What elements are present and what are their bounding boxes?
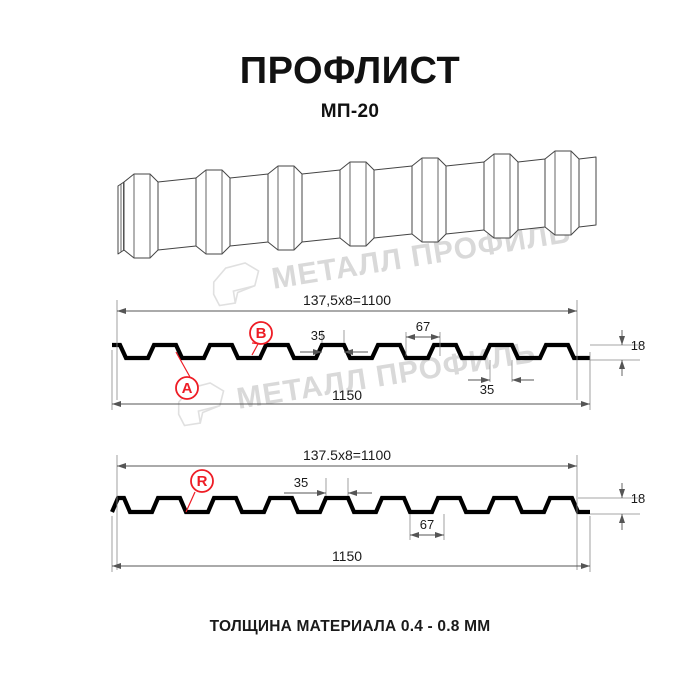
dimension-rib-top-bottom: 35 — [284, 475, 372, 496]
dimension-overall-width-bottom-label: 1150 — [332, 548, 362, 564]
material-thickness-note: ТОЛЩИНА МАТЕРИАЛА 0.4 - 0.8 ММ — [209, 618, 491, 635]
dimension-valley-bottom: 67 — [409, 514, 445, 540]
dimension-height-bottom-label: 18 — [631, 491, 645, 506]
dimension-working-width-top: 137,5x8=1100 — [117, 292, 577, 314]
dimension-working-width-top-label: 137,5x8=1100 — [303, 292, 391, 308]
dimension-valley-top-label: 67 — [416, 319, 430, 334]
dimension-valley-top: 67 — [405, 319, 441, 356]
dimension-rib-top-upper-label: 35 — [311, 328, 325, 343]
callout-b[interactable]: B — [249, 321, 273, 356]
callout-a-label: A — [182, 380, 193, 397]
dimension-height-top: 18 — [619, 330, 645, 376]
section-bottom-profile — [110, 495, 590, 515]
dimension-valley-bottom-label: 67 — [420, 517, 434, 532]
callout-b-label: B — [256, 325, 267, 342]
dimension-rib-top-upper: 35 — [300, 328, 368, 355]
callout-a[interactable]: A — [175, 351, 199, 400]
metal-profile-logo-icon — [177, 382, 225, 427]
section-top-extension-lines — [111, 300, 640, 410]
metal-profile-logo-icon — [212, 262, 260, 307]
dimension-rib-bottom-lower: 35 — [468, 360, 534, 397]
dimension-overall-width-bottom: 1150 — [112, 548, 590, 569]
dimension-rib-top-bottom-label: 35 — [294, 475, 308, 490]
callout-r[interactable]: R — [185, 469, 214, 513]
isometric-profile-body — [117, 150, 597, 259]
section-bottom-extension-lines — [111, 455, 640, 572]
callout-r-label: R — [197, 473, 208, 490]
dimension-rib-bottom-lower-label: 35 — [480, 382, 494, 397]
dimension-height-top-label: 18 — [631, 338, 645, 353]
dimension-height-bottom: 18 — [619, 483, 645, 530]
dimension-overall-width-top-label: 1150 — [332, 387, 362, 403]
dimension-overall-width-top: 1150 — [112, 387, 590, 407]
dimension-working-width-bottom: 137.5x8=1100 — [117, 447, 577, 469]
dimension-working-width-bottom-label: 137.5x8=1100 — [303, 447, 391, 463]
